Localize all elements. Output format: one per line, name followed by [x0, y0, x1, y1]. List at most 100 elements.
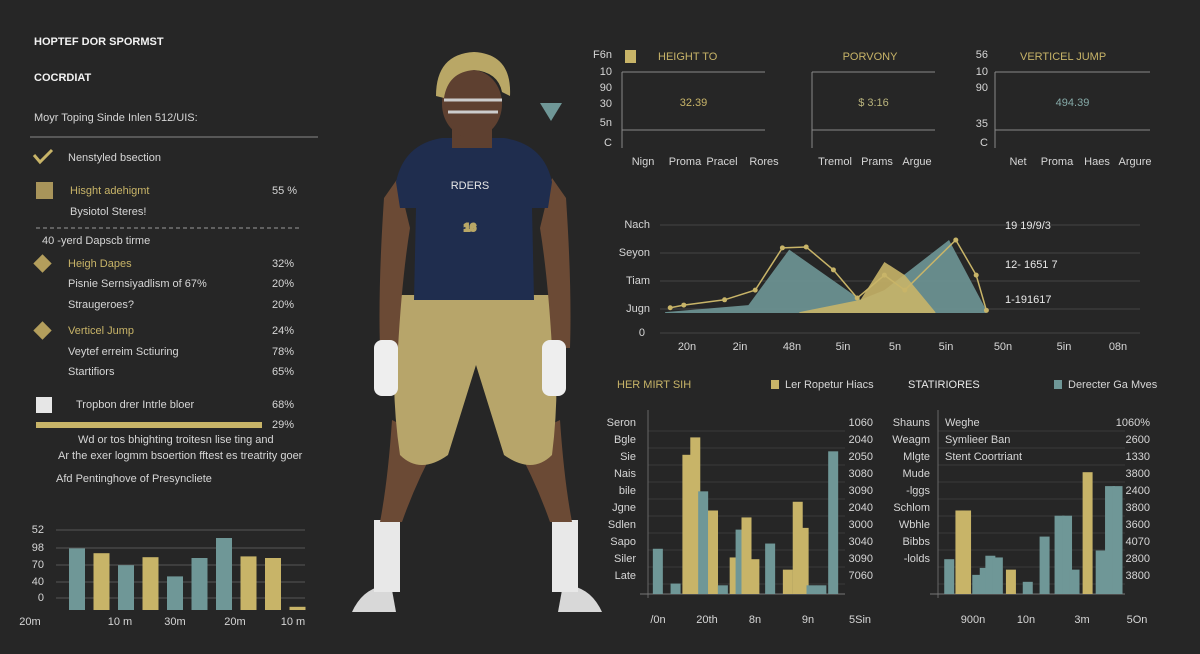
square-icon: [36, 182, 53, 199]
row-label: Bibbs: [902, 536, 930, 548]
row-value: 2040: [849, 434, 873, 446]
legend-label: Ler Ropetur Hiacs: [785, 379, 874, 391]
row-label: Sapo: [610, 536, 636, 548]
kpi-x-label: Prams: [861, 156, 893, 168]
x-tick-label: 20m: [19, 616, 40, 628]
kpi-y-label: 10: [976, 66, 988, 78]
bar: [142, 557, 159, 610]
row-label: bile: [619, 485, 636, 497]
row-label: Jgne: [612, 502, 636, 514]
bar: [979, 567, 990, 594]
bar: [741, 517, 752, 594]
bar: [698, 491, 709, 594]
row-value: 3080: [849, 468, 873, 480]
point: [854, 295, 860, 301]
kpi-x-label: Argure: [1118, 156, 1151, 168]
x-tick-label: 5in: [836, 341, 851, 353]
kpi-x-label: Nign: [632, 156, 655, 168]
point: [681, 302, 687, 308]
x-tick-label: 8n: [749, 614, 761, 626]
sidebar-value: 68%: [272, 399, 294, 411]
row-value: 2800: [1126, 553, 1150, 565]
row-value: 2600: [1126, 434, 1150, 446]
side-label: 19 19/9/3: [1005, 220, 1051, 232]
jersey-text: RDERS: [451, 180, 490, 192]
row-label: Bgle: [614, 434, 636, 446]
row-label: Shauns: [893, 417, 931, 429]
kpi-x-label: Proma: [1041, 156, 1074, 168]
bar: [1105, 486, 1116, 594]
row-value: 3800: [1126, 502, 1150, 514]
sidebar-value: 24%: [272, 325, 294, 337]
bar: [944, 559, 955, 594]
kpi-value: 32.39: [680, 97, 708, 109]
bar: [1069, 569, 1080, 594]
kpi-y-label: C: [604, 137, 612, 149]
sidebar-label: Hisght adehigmt: [70, 185, 150, 197]
legend-swatch: [771, 380, 779, 389]
kpi-y-label: 30: [600, 98, 612, 110]
x-tick-label: 3m: [1074, 614, 1089, 626]
x-tick-label: 10 m: [108, 616, 132, 628]
bar: [1082, 472, 1093, 594]
subtitle: Moyr Toping Sinde Inlen 512/UIS:: [34, 112, 198, 124]
sidebar-value: 65%: [272, 366, 294, 378]
row-label: Mlgte: [903, 451, 930, 463]
point: [752, 287, 758, 293]
sidebar-value: 29%: [272, 419, 294, 431]
row-value: 1330: [1126, 451, 1150, 463]
sidebar-value: 20%: [272, 299, 294, 311]
kpi-x-label: Net: [1009, 156, 1026, 168]
point: [953, 237, 959, 243]
x-tick-label: 10n: [1017, 614, 1035, 626]
bar: [828, 451, 839, 594]
y-tick-label: Nach: [624, 219, 650, 231]
check-icon: [32, 148, 54, 165]
x-tick-label: 20n: [678, 341, 696, 353]
bar: [798, 527, 809, 594]
y-tick-label: 0: [38, 592, 44, 604]
x-tick-label: 50n: [994, 341, 1012, 353]
y-tick-label: 52: [32, 524, 44, 536]
x-tick-label: 5Sin: [849, 614, 871, 626]
chart-title: HER MIRT SIH: [617, 379, 691, 391]
point: [803, 244, 809, 250]
row-value: 3000: [849, 519, 873, 531]
bar: [1112, 486, 1123, 594]
player: [352, 52, 602, 612]
x-tick-label: 900n: [961, 614, 985, 626]
x-tick-label: 5n: [889, 341, 901, 353]
row-label: Weagm: [892, 434, 930, 446]
bar: [816, 585, 827, 594]
bar: [265, 558, 281, 610]
x-tick-label: 20th: [696, 614, 717, 626]
legend-swatch: [1054, 380, 1062, 389]
sidebar-label: Tropbon drer Intrle bloer: [76, 399, 195, 411]
jersey-number: 16: [464, 222, 476, 234]
point: [667, 305, 673, 311]
kpi-y-label: F6n: [593, 49, 612, 61]
row-label: Siler: [614, 553, 636, 565]
bar: [652, 548, 663, 594]
point: [983, 307, 989, 313]
bar: [782, 569, 793, 594]
row-value: 1060: [849, 417, 873, 429]
bar: [972, 574, 983, 594]
y-tick-label: Seyon: [619, 247, 650, 259]
sidebar-label: Heigh Dapes: [68, 258, 132, 270]
x-tick-label: /0n: [650, 614, 665, 626]
inner-label: Stent Coortriant: [945, 451, 1022, 463]
y-tick-label: 98: [32, 542, 44, 554]
bar: [118, 565, 134, 610]
sidebar-label: 40 -yerd Dapscb tirme: [42, 235, 150, 247]
kpi-value: $ 3:16: [858, 97, 889, 109]
x-tick-label: 2in: [733, 341, 748, 353]
row-label: Nais: [614, 468, 637, 480]
x-tick-label: 5On: [1127, 614, 1148, 626]
bar: [289, 606, 306, 610]
kpi-x-label: Pracel: [706, 156, 737, 168]
kpi-title: HEIGHT TO: [658, 51, 718, 63]
sidebar-value: 32%: [272, 258, 294, 270]
bar: [729, 557, 740, 594]
row-value: 3800: [1126, 570, 1150, 582]
